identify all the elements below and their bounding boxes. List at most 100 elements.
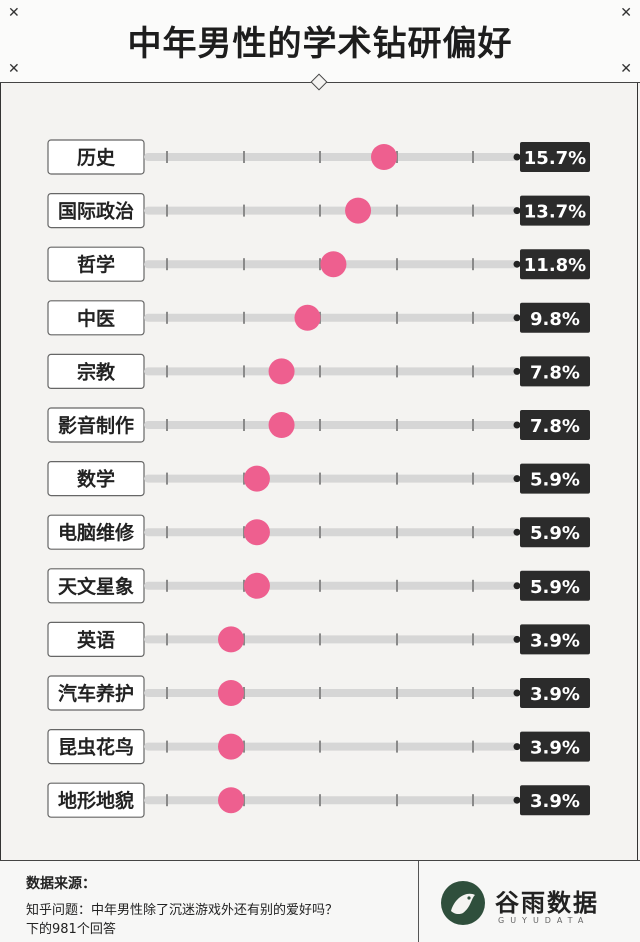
track-end-dot (513, 153, 521, 161)
tick-mark (472, 365, 474, 378)
tick-mark (319, 633, 321, 646)
tick-mark (166, 311, 168, 324)
value-badge (520, 678, 590, 708)
data-point (218, 626, 244, 653)
track (144, 153, 518, 161)
dot-chart: 历史 15.7% 国际政治 13.7% 哲学 11.8% 中医 9.8% 宗教 7.8% 影音制作 7… (47, 139, 590, 818)
value-badge (520, 142, 590, 172)
header: ✕ ✕ ✕ ✕ 中年男性的学术钻研偏好 (0, 0, 640, 83)
category-label: 数学 (77, 468, 115, 491)
footer-divider (418, 861, 419, 942)
value-badge (520, 302, 590, 333)
tick-mark (166, 258, 168, 271)
tick-mark (166, 204, 168, 217)
bird-logo-icon (441, 881, 485, 925)
tick-mark (166, 633, 168, 646)
tick-mark (243, 258, 245, 271)
tick-mark (472, 794, 474, 807)
track-end-dot (513, 743, 521, 751)
tick-mark (396, 687, 398, 699)
tick-mark (396, 419, 398, 431)
track-end-dot (513, 367, 521, 375)
category-label: 历史 (77, 147, 116, 169)
tick-mark (396, 526, 398, 539)
track (144, 635, 518, 644)
tick-mark (166, 151, 168, 163)
tick-mark (166, 526, 168, 539)
data-point (294, 304, 321, 331)
value-label: 5.9% (530, 577, 580, 598)
data-point (268, 412, 295, 438)
chart-title: 中年男性的学术钻研偏好 (127, 24, 513, 64)
tick-mark (472, 526, 474, 539)
value-label: 3.9% (530, 791, 580, 812)
tick-mark (319, 579, 321, 592)
value-label: 7.8% (530, 416, 580, 437)
track-end-dot (513, 689, 521, 697)
track (144, 206, 518, 215)
track (144, 528, 518, 537)
data-point (243, 572, 270, 599)
data-point (371, 144, 397, 170)
tick-mark (396, 258, 398, 271)
tick-mark (472, 633, 474, 646)
tick-mark (472, 687, 474, 699)
track-end-dot (513, 635, 521, 643)
track (144, 313, 518, 322)
brand-name: 谷雨数据 (495, 889, 599, 917)
tick-mark (472, 472, 474, 485)
tick-mark (472, 311, 474, 324)
value-label: 13.7% (524, 202, 586, 223)
category-label: 昆虫花鸟 (58, 736, 134, 759)
track (144, 367, 518, 376)
value-label: 15.7% (524, 148, 586, 169)
tick-mark (166, 794, 168, 807)
tick-mark (396, 794, 398, 807)
source-line: 知乎问题：中年男性除了沉迷游戏外还有别的爱好吗？ (26, 903, 339, 918)
category-label: 中医 (77, 307, 115, 330)
track (144, 796, 518, 805)
tick-mark (396, 472, 398, 485)
track-end-dot (513, 475, 521, 483)
value-badge (520, 249, 590, 280)
track-end-dot (513, 207, 521, 215)
tick-mark (396, 740, 398, 753)
track (144, 421, 518, 429)
tick-mark (319, 794, 321, 807)
tick-mark (319, 258, 321, 271)
tick-mark (166, 579, 168, 592)
source-title: 数据来源： (26, 876, 96, 892)
value-badge (520, 410, 590, 440)
tick-mark (396, 633, 398, 646)
value-label: 3.9% (530, 630, 580, 651)
value-label: 9.8% (530, 309, 580, 330)
tick-mark (243, 311, 245, 324)
value-label: 3.9% (530, 738, 580, 759)
tick-mark (396, 365, 398, 378)
value-badge (520, 356, 590, 387)
value-label: 11.8% (524, 255, 586, 276)
data-point (218, 680, 244, 706)
category-label: 英语 (77, 628, 115, 651)
brand-subtitle: GUYUDATA (498, 916, 590, 925)
value-label: 5.9% (530, 470, 580, 491)
tick-mark (243, 419, 245, 431)
corner-mark-icon: ✕ (620, 5, 632, 21)
tick-mark (319, 151, 321, 163)
tick-mark (243, 204, 245, 217)
tick-mark (166, 365, 168, 378)
track (144, 742, 518, 751)
tick-mark (472, 419, 474, 431)
tick-mark (472, 579, 474, 592)
data-point (345, 197, 372, 224)
tick-mark (472, 740, 474, 753)
data-point (243, 465, 270, 492)
data-point (243, 519, 270, 546)
data-point (218, 787, 244, 814)
footer: 数据来源： 知乎问题：中年男性除了沉迷游戏外还有别的爱好吗？ 下的981个回答 … (0, 860, 640, 942)
data-point (218, 733, 244, 760)
data-point (320, 251, 347, 278)
track (144, 474, 518, 483)
tick-mark (319, 740, 321, 753)
tick-mark (319, 419, 321, 431)
